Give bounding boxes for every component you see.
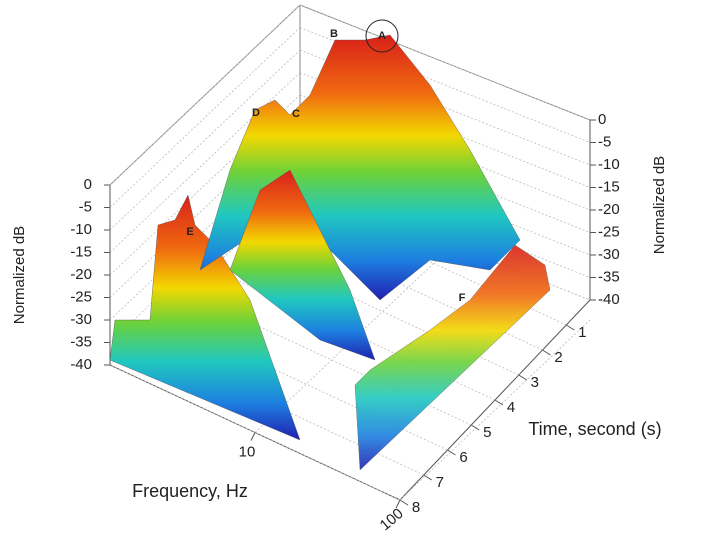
tick — [250, 432, 256, 441]
peak-label: D — [252, 107, 260, 119]
y-tick-label: 2 — [554, 349, 562, 366]
y-tick-label: 7 — [436, 474, 444, 491]
x-tick-label: 10 — [239, 443, 256, 460]
y-tick-label: 5 — [483, 424, 491, 441]
tick — [470, 424, 480, 431]
z-axis-title: Normalized dB — [11, 226, 28, 324]
z2-tick-label: -20 — [598, 201, 620, 218]
tick — [423, 474, 433, 481]
tick — [494, 399, 504, 406]
peak-label: E — [186, 226, 193, 238]
tick — [565, 324, 575, 331]
z2-tick-label: -5 — [598, 133, 611, 150]
y-axis-title: Time, second (s) — [528, 419, 661, 439]
z-tick-label: -25 — [70, 288, 92, 305]
tick — [447, 449, 456, 456]
z-tick-label: -35 — [70, 333, 92, 350]
y-tick-label: 1 — [578, 324, 586, 341]
z-tick-label: -30 — [70, 311, 92, 328]
peak-label: A — [378, 30, 386, 42]
y-tick-label: 6 — [459, 449, 467, 466]
z2-tick-label: 0 — [598, 111, 606, 128]
peak-label: F — [459, 292, 466, 304]
z2-tick-label: -35 — [598, 268, 620, 285]
x-tick-label: 100 — [377, 505, 407, 534]
z-tick-label: -15 — [70, 243, 92, 260]
surface — [109, 34, 551, 471]
z-tick-label: 0 — [84, 176, 92, 193]
y-tick-label: 8 — [412, 499, 420, 516]
z2-tick-label: -15 — [598, 178, 620, 195]
z-tick-label: -10 — [70, 221, 92, 238]
grid-line — [109, 364, 401, 501]
x-axis-title: Frequency, Hz — [132, 481, 248, 501]
tick — [399, 499, 409, 506]
z2-tick-label: -10 — [598, 156, 620, 173]
peak-circle — [365, 19, 399, 53]
tick — [518, 374, 528, 381]
z-tick-label: -40 — [70, 356, 92, 373]
peak-label: C — [292, 108, 300, 120]
z2-tick-label: -30 — [598, 246, 620, 263]
y-tick-label: 4 — [507, 399, 515, 416]
y-tick-label: 3 — [531, 374, 539, 391]
z-tick-label: -20 — [70, 266, 92, 283]
peak-label: B — [330, 28, 338, 40]
z2-axis-title: Normalized dB — [651, 156, 668, 254]
z2-tick-label: -40 — [598, 291, 620, 308]
z-tick-label: -5 — [79, 198, 92, 215]
tick — [542, 349, 551, 356]
tick — [395, 499, 401, 509]
z2-tick-label: -25 — [598, 223, 620, 240]
